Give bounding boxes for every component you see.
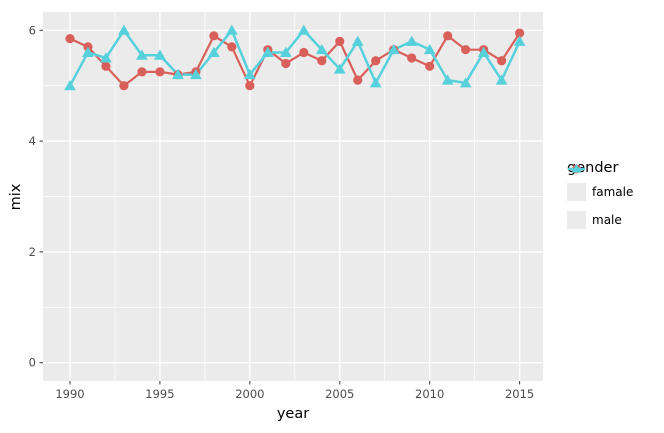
legend: gender famale male: [567, 160, 633, 239]
data-point-male: [495, 74, 508, 85]
data-point-famale: [101, 61, 111, 71]
data-point-male: [261, 46, 274, 57]
y-tick-label: 2: [29, 245, 36, 259]
data-point-famale: [299, 47, 309, 58]
axis-tick-labels: 1990 1995 2000 2005 2010 2015 0 2 4 6: [29, 23, 535, 401]
data-point-famale: [245, 81, 255, 91]
data-point-male: [315, 43, 328, 55]
series-points: [64, 24, 526, 91]
data-point-male: [369, 77, 382, 88]
legend-label-famale: famale: [592, 185, 634, 199]
data-point-male: [297, 24, 310, 35]
data-point-famale: [443, 31, 453, 41]
data-point-male: [387, 43, 400, 55]
data-point-male: [333, 63, 346, 74]
y-tick-label: 0: [29, 356, 36, 370]
data-point-male: [100, 52, 112, 63]
x-tick-label: 2005: [325, 387, 354, 401]
data-point-male: [513, 35, 526, 46]
data-point-male: [423, 43, 436, 55]
data-point-famale: [407, 53, 417, 63]
data-point-male: [225, 24, 238, 35]
data-point-famale: [461, 45, 471, 55]
data-point-famale: [425, 61, 435, 71]
data-point-famale: [209, 31, 219, 41]
data-point-famale: [137, 67, 147, 77]
data-point-male: [441, 74, 454, 85]
x-axis-title: year: [276, 406, 310, 422]
data-point-male: [189, 68, 202, 80]
data-point-famale: [353, 75, 363, 85]
data-point-male: [82, 46, 94, 57]
data-point-famale: [335, 36, 345, 46]
x-tick-label: 1990: [55, 387, 84, 401]
y-tick-label: 6: [29, 23, 36, 37]
data-point-male: [243, 68, 256, 80]
data-point-famale: [371, 56, 381, 66]
data-point-male: [118, 24, 130, 35]
data-point-male: [477, 46, 490, 57]
data-point-male: [459, 77, 472, 88]
data-point-male: [136, 49, 148, 60]
data-point-famale: [281, 58, 291, 69]
data-point-famale: [317, 56, 327, 66]
x-tick-label: 2000: [235, 387, 264, 401]
data-point-male: [64, 79, 76, 91]
y-axis-title: mix: [8, 183, 24, 211]
male-line-triangle-icon: [568, 163, 585, 173]
x-tick-label: 2010: [415, 387, 444, 401]
data-point-male: [279, 46, 292, 57]
data-point-famale: [515, 28, 525, 38]
data-point-male: [351, 35, 364, 46]
axis-tick-marks: [39, 29, 521, 385]
famale-key-swatch: [567, 164, 586, 201]
legend-label-male: male: [592, 213, 622, 227]
data-point-male: [405, 35, 418, 46]
data-point-famale: [497, 56, 507, 66]
data-point-male: [171, 68, 184, 80]
male-key-swatch: [567, 163, 586, 229]
data-point-male: [207, 46, 220, 57]
data-point-famale: [227, 42, 237, 52]
x-tick-label: 1995: [145, 387, 174, 401]
legend-entry-male: male: [567, 163, 633, 229]
x-tick-label: 2015: [505, 387, 534, 401]
data-point-famale: [119, 81, 129, 91]
data-point-famale: [65, 33, 75, 44]
data-point-famale: [155, 67, 165, 77]
legend-entry-famale: famale: [567, 164, 634, 201]
y-tick-label: 4: [29, 134, 36, 148]
data-point-male: [154, 49, 166, 60]
